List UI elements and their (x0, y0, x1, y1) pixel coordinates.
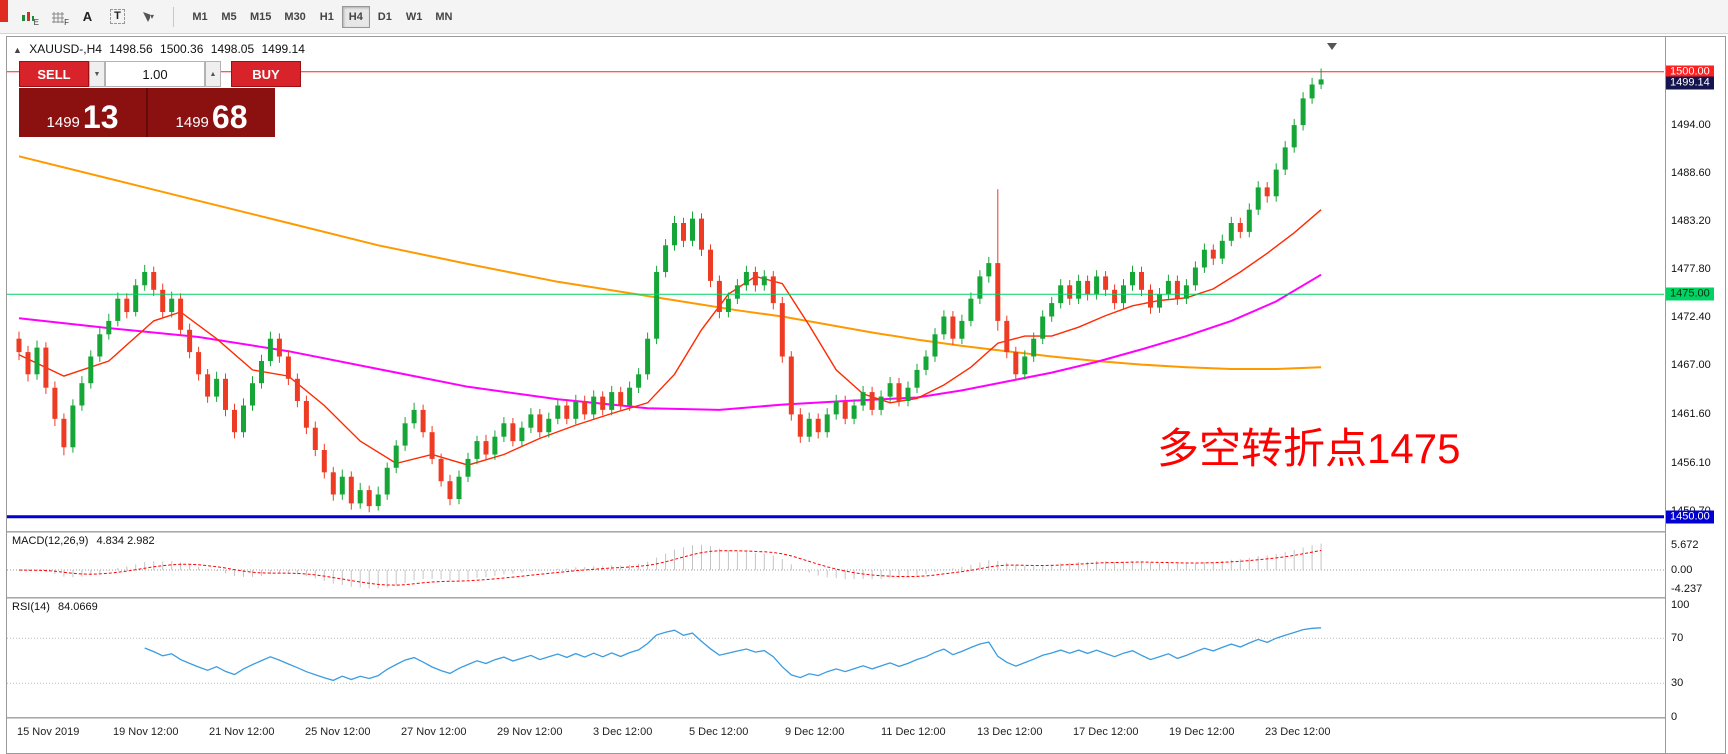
timeframe-m1[interactable]: M1 (186, 6, 214, 28)
tick-chart-icon[interactable]: E (14, 5, 41, 29)
price-tag-1475.00: 1475.00 (1666, 287, 1714, 301)
rsi-chart[interactable] (7, 599, 1664, 717)
timeframe-h4[interactable]: H4 (341, 5, 370, 28)
price-axis-label: 1483.20 (1671, 215, 1711, 228)
macd-values: 4.834 2.982 (96, 535, 155, 547)
volume-decrease-button[interactable]: ▼ (89, 61, 105, 87)
macd-axis-label: 0.00 (1671, 564, 1693, 576)
time-axis-label: 13 Dec 12:00 (977, 726, 1043, 738)
timeframe-buttons: M1 M5 M15 M30 H1 H4 D1 W1 MN (186, 5, 458, 28)
autoscroll-marker-icon (1327, 43, 1337, 50)
price-tag-1500.00: 1500.00 (1666, 65, 1714, 79)
rsi-axis-label: 30 (1671, 677, 1684, 690)
ask-main: 1499 (175, 114, 209, 131)
time-axis[interactable]: 15 Nov 2019 19 Nov 12:00 21 Nov 12:00 25 No… (7, 719, 1664, 753)
volume-input[interactable] (105, 61, 205, 87)
price-chart-panel: ▲ XAUUSD-,H4 1498.56 1500.36 1498.05 149… (7, 37, 1664, 531)
time-axis-label: 9 Dec 12:00 (785, 726, 845, 738)
bid-price: 1499 13 (19, 88, 146, 137)
ohlc-high: 1500.36 (160, 42, 204, 56)
timeframe-m5[interactable]: M5 (215, 6, 243, 28)
rsi-values: 84.0669 (57, 601, 98, 613)
macd-panel: MACD(12,26,9) 4.834 2.982 (7, 533, 1664, 597)
chart-window: ▲ XAUUSD-,H4 1498.56 1500.36 1498.05 149… (6, 36, 1726, 754)
rsi-label: RSI(14) 84.0669 (12, 601, 103, 613)
price-axis[interactable]: 1494.00 1488.60 1483.20 1477.80 1472.40 1467.… (1665, 37, 1725, 753)
macd-name: MACD(12,26,9) (12, 535, 89, 547)
time-axis-label: 25 Nov 12:00 (305, 726, 371, 738)
chart-annotation: 多空转折点1475 (1157, 425, 1461, 472)
time-axis-label: 21 Nov 12:00 (209, 726, 275, 738)
text-box-icon[interactable]: T (104, 5, 131, 29)
chart-symbol: XAUUSD-,H4 (29, 42, 102, 56)
ask-price: 1499 68 (146, 88, 275, 137)
toolbar-icons: E F A T ▾ (14, 5, 161, 29)
rsi-axis-label: 0 (1671, 711, 1678, 723)
time-axis-label: 27 Nov 12:00 (401, 726, 467, 738)
rsi-axis-label: 70 (1671, 632, 1684, 645)
cursor-tools-icon[interactable]: ▾ (134, 5, 161, 29)
grid-icon[interactable]: F (44, 5, 71, 29)
price-axis-label: 1477.80 (1671, 263, 1711, 276)
macd-label: MACD(12,26,9) 4.834 2.982 (12, 535, 160, 547)
ohlc-low: 1498.05 (210, 42, 255, 56)
bid-pips: 13 (82, 99, 119, 135)
price-axis-label: 1472.40 (1671, 311, 1711, 324)
rsi-name: RSI(14) (12, 601, 50, 613)
time-axis-label: 11 Dec 12:00 (881, 726, 946, 738)
timeframe-m15[interactable]: M15 (244, 6, 277, 28)
bid-main: 1499 (46, 114, 80, 131)
bid-ask-panel: 1499 13 1499 68 (19, 88, 275, 137)
font-icon[interactable]: A (74, 5, 101, 29)
rsi-panel: RSI(14) 84.0669 (7, 599, 1664, 717)
time-axis-label: 19 Nov 12:00 (113, 726, 179, 738)
price-axis-label: 1467.00 (1671, 359, 1711, 372)
macd-axis-label: 5.672 (1671, 539, 1699, 552)
time-axis-label: 19 Dec 12:00 (1169, 726, 1235, 738)
time-axis-label: 3 Dec 12:00 (593, 726, 653, 738)
ohlc-close: 1499.14 (261, 42, 305, 56)
price-tag-1450.00: 1450.00 (1666, 510, 1714, 524)
window-fragment (0, 0, 8, 22)
timeframe-h1[interactable]: H1 (313, 6, 341, 28)
ask-pips: 68 (211, 99, 248, 135)
timeframe-m30[interactable]: M30 (278, 6, 311, 28)
macd-axis-label: -4.237 (1671, 582, 1703, 595)
rsi-axis-label: 100 (1671, 598, 1690, 611)
timeframe-mn[interactable]: MN (429, 6, 458, 28)
panel-splitter[interactable] (7, 531, 1725, 533)
volume-increase-button[interactable]: ▲ (205, 61, 221, 87)
time-axis-label: 29 Nov 12:00 (497, 726, 563, 738)
price-axis-label: 1461.60 (1671, 407, 1711, 420)
ohlc-open: 1498.56 (109, 42, 153, 56)
panel-splitter[interactable] (7, 717, 1725, 719)
collapse-triangle-icon[interactable]: ▲ (13, 45, 22, 55)
price-axis-label: 1456.10 (1671, 456, 1711, 469)
time-axis-label: 17 Dec 12:00 (1073, 726, 1139, 738)
chart-title: ▲ XAUUSD-,H4 1498.56 1500.36 1498.05 149… (13, 42, 309, 56)
time-axis-label: 15 Nov 2019 (17, 726, 80, 738)
buy-button[interactable]: BUY (231, 61, 301, 87)
one-click-trading-widget: SELL ▼ ▲ BUY 1499 13 1499 68 (19, 61, 305, 137)
candlestick-chart[interactable] (7, 37, 1664, 531)
current-price-tag: 1499.14 (1666, 76, 1714, 90)
panel-splitter[interactable] (7, 597, 1725, 599)
price-axis-label: 1494.00 (1671, 119, 1711, 132)
toolbar: E F A T ▾ M1 M5 M15 M30 H1 H4 D1 W1 MN (0, 0, 1728, 34)
timeframe-d1[interactable]: D1 (371, 6, 399, 28)
macd-chart[interactable] (7, 533, 1664, 597)
time-axis-label: 23 Dec 12:00 (1265, 726, 1331, 738)
toolbar-separator (173, 6, 174, 27)
sell-button[interactable]: SELL (19, 61, 89, 87)
timeframe-w1[interactable]: W1 (400, 6, 429, 28)
time-axis-label: 5 Dec 12:00 (689, 726, 749, 738)
price-axis-label: 1488.60 (1671, 167, 1711, 180)
